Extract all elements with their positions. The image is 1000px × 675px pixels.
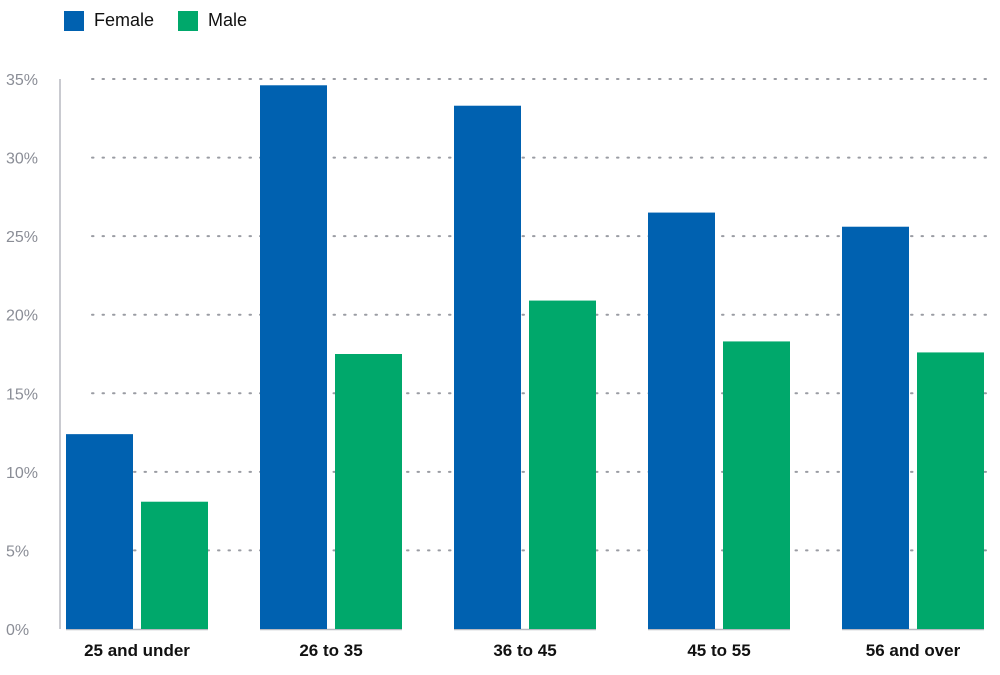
x-tick-label-0: 25 and under [84, 641, 190, 660]
legend-swatch-male [178, 10, 199, 31]
legend-item-female[interactable]: Female [64, 10, 154, 31]
x-tick-label-2: 36 to 45 [493, 641, 556, 660]
y-tick-label-0: 0% [6, 622, 29, 639]
y-tick-label-30: 30% [6, 151, 38, 168]
legend-swatch-female [64, 10, 84, 31]
bar-male-4 [917, 352, 984, 629]
bar-layer [66, 85, 984, 630]
legend-label-female: Female [94, 10, 155, 30]
bar-female-3 [648, 212, 715, 630]
y-tick-label-35: 35% [6, 72, 38, 89]
bar-male-0 [141, 501, 208, 629]
y-tick-label-15: 15% [6, 386, 38, 403]
bar-female-0 [66, 434, 133, 629]
y-tick-label-20: 20% [6, 308, 38, 325]
bar-male-1 [335, 354, 402, 629]
bar-female-2 [454, 105, 521, 629]
x-tick-label-3: 45 to 55 [687, 641, 750, 660]
legend-item-male[interactable]: Male [178, 10, 247, 31]
bar-female-4 [842, 226, 909, 629]
y-tick-label-25: 25% [6, 229, 38, 246]
bar-male-3 [723, 341, 790, 629]
x-tick-label-1: 26 to 35 [299, 641, 362, 660]
legend: Female Male [64, 10, 247, 31]
x-tick-label-4: 56 and over [866, 641, 961, 660]
y-tick-label-5: 5% [6, 543, 29, 560]
bar-female-1 [260, 85, 327, 630]
y-tick-label-10: 10% [6, 465, 38, 482]
legend-label-male: Male [208, 10, 248, 30]
axis-layer [59, 79, 984, 631]
bar-male-2 [529, 300, 596, 629]
label-layer: 0% 5% 10% 15% 20% 25% 30% 35% 25 and under 26 to … [6, 72, 961, 660]
